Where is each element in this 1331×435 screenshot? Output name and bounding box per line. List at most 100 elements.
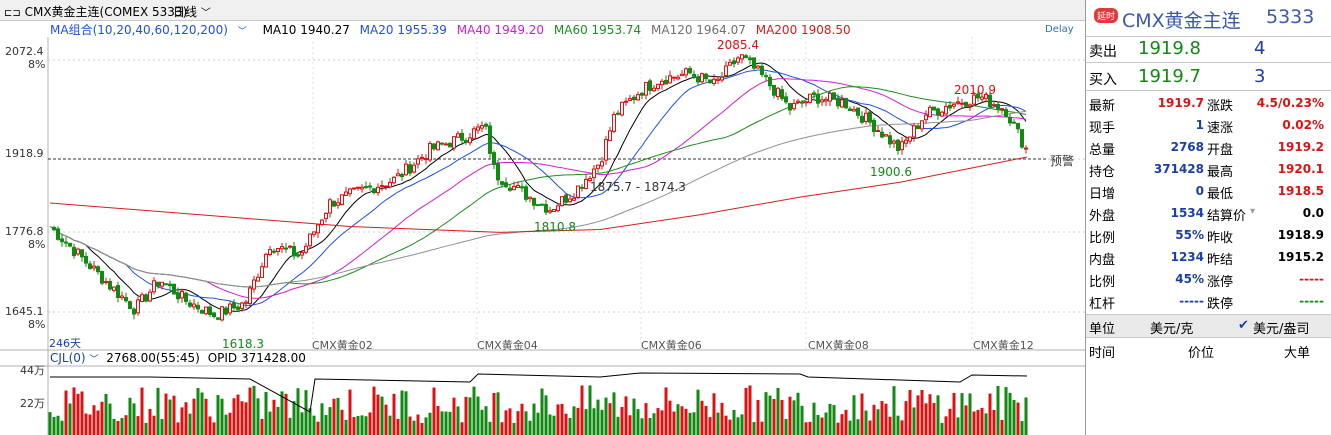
candle-body — [680, 73, 684, 77]
local-low-annotation: 1810.8 — [534, 220, 576, 234]
volume-bar — [916, 395, 920, 435]
candle-body — [596, 164, 600, 169]
volume-bar — [708, 417, 712, 435]
unit-option-gram[interactable]: 美元/克 — [1150, 322, 1194, 337]
candle-body — [56, 228, 60, 240]
price-column: 价位 — [1188, 346, 1215, 361]
volume-bar — [520, 403, 524, 435]
bid-price: 1919.7 — [1138, 66, 1201, 87]
candle-body — [864, 112, 868, 122]
unit-option-ounce[interactable]: 美元/盎司 — [1253, 322, 1310, 337]
quote-label: 日增 — [1089, 187, 1116, 202]
volume-bar — [444, 411, 448, 435]
volume-bar — [896, 415, 900, 435]
candle-body — [544, 204, 548, 213]
candle-body — [304, 245, 308, 253]
quote-header: 延时 CMX黄金主连 5333 — [1086, 0, 1331, 37]
candle-body — [172, 283, 176, 295]
quote-label: 跌停 — [1207, 297, 1234, 312]
candle-body — [1020, 129, 1024, 148]
volume-bar — [176, 422, 180, 435]
local-low-annotation: 1900.6 — [870, 165, 912, 179]
volume-bar — [460, 422, 464, 435]
low-annotation: 1618.3 — [222, 337, 264, 351]
volume-bar — [92, 405, 96, 435]
candle-body — [768, 76, 772, 87]
quote-value: ----- — [1179, 294, 1204, 308]
ask-row[interactable]: 卖出 1919.8 4 — [1086, 36, 1331, 62]
candle-body — [824, 98, 828, 102]
instrument-code: 5333 — [1266, 6, 1315, 28]
candle-body — [624, 100, 628, 103]
volume-bar — [488, 421, 492, 435]
candle-body — [72, 246, 76, 257]
volume-bar — [56, 415, 60, 435]
volume-bar — [928, 394, 932, 435]
candle-body — [500, 181, 504, 185]
quote-row: 比例 45% 涨停 ----- — [1086, 268, 1331, 290]
bid-row[interactable]: 买入 1919.7 3 — [1086, 64, 1331, 90]
candle-body — [692, 73, 696, 77]
candle-body — [752, 57, 756, 69]
volume-bar — [416, 414, 420, 435]
volume-bar — [452, 397, 456, 435]
volume-bar — [712, 393, 716, 435]
candle-body — [440, 142, 444, 145]
delay-badge: 延时 — [1094, 8, 1119, 23]
candle-body — [432, 143, 436, 150]
candle-body — [468, 137, 472, 144]
volume-bar — [268, 411, 272, 435]
volume-bar — [676, 404, 680, 435]
ma-group-label: MA组合(10,20,40,60,120,200) — [50, 23, 228, 37]
candle-body — [880, 131, 884, 138]
ma-group-selector[interactable]: MA组合(10,20,40,60,120,200) ﹀ — [50, 23, 253, 37]
volume-bar — [64, 390, 68, 435]
volume-bar — [980, 407, 984, 435]
candle-body — [616, 112, 620, 115]
candle-body — [996, 104, 1000, 110]
volume-bar — [188, 413, 192, 435]
volume-bar — [920, 389, 924, 435]
volume-bar — [412, 420, 416, 435]
quote-value: 1919.7 — [1157, 96, 1204, 110]
candle-body — [964, 101, 968, 107]
volume-bar — [624, 396, 628, 435]
candle-body — [928, 106, 932, 118]
volume-bar — [680, 406, 684, 435]
price-chart[interactable] — [0, 37, 1085, 435]
candle-body — [888, 135, 892, 145]
candle-body — [604, 138, 608, 161]
volume-indicator-selector[interactable]: CJL(0) ﹀ — [50, 351, 98, 365]
volume-bar — [1020, 421, 1024, 435]
candle-body — [792, 102, 796, 110]
unit-label: 单位 — [1089, 322, 1116, 337]
volume-bar — [256, 398, 260, 435]
candle-body — [348, 188, 352, 195]
candle-body — [184, 292, 188, 302]
period-selector[interactable]: 日线 ﹀ — [173, 3, 211, 20]
ma10-label: MA10 1940.27 — [262, 23, 350, 37]
volume-bar — [628, 415, 632, 435]
quote-value: 45% — [1175, 272, 1204, 286]
candle-body — [540, 203, 544, 206]
alert-label[interactable]: 预警 — [1050, 154, 1075, 168]
candle-body — [280, 246, 284, 250]
volume-bar — [376, 394, 380, 435]
x-label: CMX黄金08 — [808, 339, 869, 352]
volume-bar — [608, 403, 612, 435]
tick-header: 时间 价位 大单 — [1086, 338, 1331, 361]
volume-bar — [292, 401, 296, 435]
volume-bar — [104, 393, 108, 435]
candle-body — [76, 248, 80, 255]
volume-bar — [124, 415, 128, 435]
candle-body — [764, 75, 768, 78]
y-label-top: 2072.4 8% — [5, 45, 46, 71]
quote-value: 0.02% — [1282, 118, 1324, 132]
volume-bar — [696, 389, 700, 435]
volume-bar — [888, 416, 892, 435]
volume-bar — [948, 408, 952, 435]
candle-body — [112, 286, 116, 291]
candle-body — [732, 60, 736, 65]
local-high-annotation: 2010.9 — [954, 83, 996, 97]
instrument-title[interactable]: ⊏⊐ CMX黄金主连(COMEX 5333) — [4, 3, 187, 20]
